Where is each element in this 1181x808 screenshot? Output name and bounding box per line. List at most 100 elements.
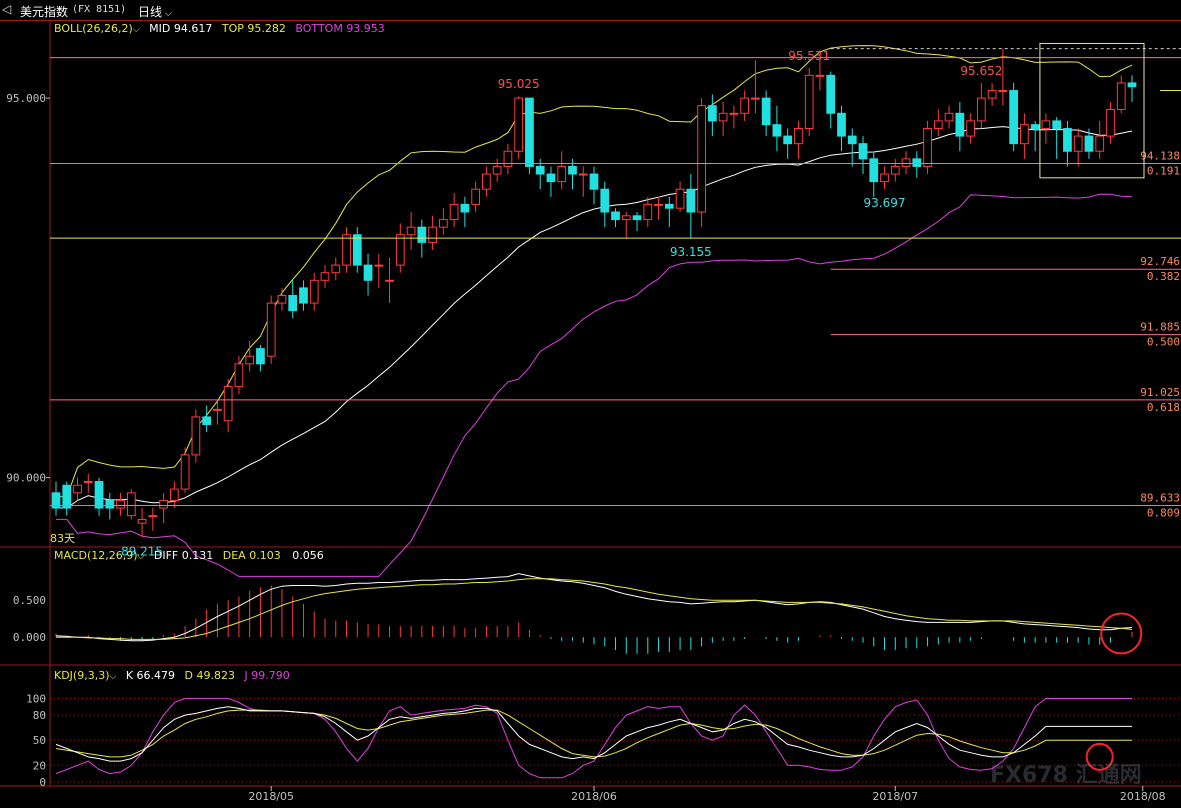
candle-body[interactable] [460, 203, 470, 213]
candle-body[interactable] [632, 215, 642, 221]
candle-body[interactable] [514, 97, 524, 152]
candle-body[interactable] [202, 416, 212, 426]
candle-body[interactable] [94, 480, 104, 509]
candle-body[interactable] [395, 234, 405, 266]
candle-body[interactable] [126, 492, 136, 517]
candle-body[interactable] [740, 97, 750, 114]
candle-body[interactable] [299, 287, 308, 304]
candle-body[interactable] [385, 279, 394, 282]
candle-body[interactable] [1073, 135, 1083, 152]
candle-body[interactable] [1095, 135, 1105, 152]
boll-label[interactable]: BOLL(26,26,2) [54, 22, 133, 35]
candle-body[interactable] [471, 188, 481, 205]
candle-body[interactable] [374, 264, 384, 267]
candle-body[interactable] [449, 203, 459, 221]
candle-body[interactable] [320, 272, 330, 281]
period-selector[interactable]: 日线 ⌵ [138, 3, 172, 20]
candle-body[interactable] [116, 499, 125, 509]
candle-body[interactable] [697, 105, 706, 213]
candle-body[interactable] [675, 188, 685, 209]
candle-body[interactable] [686, 188, 696, 213]
candle-body[interactable] [718, 112, 728, 122]
candle-body[interactable] [772, 124, 782, 137]
candle-body[interactable] [858, 143, 868, 160]
candle-body[interactable] [331, 264, 341, 274]
candle-body[interactable] [589, 173, 599, 190]
candle-body[interactable] [525, 97, 534, 167]
candle-body[interactable] [815, 74, 825, 77]
candle-body[interactable] [546, 173, 556, 183]
candle-body[interactable] [1116, 82, 1126, 111]
candle-body[interactable] [62, 484, 72, 509]
candle-body[interactable] [256, 348, 265, 365]
candle-body[interactable] [309, 279, 319, 304]
candle-body[interactable] [568, 165, 577, 175]
candle-body[interactable] [933, 120, 943, 129]
candle-body[interactable] [955, 112, 965, 137]
back-arrow-icon[interactable]: ◁ [2, 2, 12, 16]
candle-body[interactable] [352, 234, 362, 266]
candle-body[interactable] [837, 112, 846, 137]
candle-body[interactable] [901, 158, 911, 167]
candle-body[interactable] [503, 150, 513, 167]
candle-body[interactable] [664, 203, 674, 209]
candle-body[interactable] [428, 226, 437, 243]
candle-body[interactable] [998, 90, 1008, 93]
candle-body[interactable] [1127, 82, 1137, 88]
candle-body[interactable] [944, 112, 954, 122]
candle-body[interactable] [1041, 120, 1051, 129]
candle-body[interactable] [783, 135, 793, 145]
candle-body[interactable] [417, 226, 427, 243]
candle-body[interactable] [180, 454, 190, 490]
candle-body[interactable] [535, 165, 545, 175]
candle-body[interactable] [191, 416, 201, 456]
candle-body[interactable] [1009, 90, 1019, 145]
candle-body[interactable] [761, 97, 771, 126]
candle-body[interactable] [729, 112, 739, 115]
candle-body[interactable] [223, 386, 233, 422]
candle-body[interactable] [987, 90, 997, 99]
candle-body[interactable] [51, 492, 61, 509]
candle-body[interactable] [137, 518, 147, 524]
candle-body[interactable] [1020, 124, 1029, 145]
candle-body[interactable] [751, 97, 760, 100]
candle-body[interactable] [1030, 124, 1040, 129]
candle-body[interactable] [159, 499, 168, 509]
candle-body[interactable] [869, 158, 879, 183]
kdj-label[interactable]: KDJ(9,3,3) [54, 669, 110, 682]
candle-body[interactable] [438, 219, 448, 228]
candle-body[interactable] [363, 264, 373, 281]
candle-body[interactable] [976, 97, 986, 122]
candle-body[interactable] [406, 226, 416, 236]
candle-body[interactable] [1106, 109, 1115, 137]
candle-body[interactable] [643, 203, 653, 221]
candle-body[interactable] [245, 355, 255, 365]
candle-body[interactable] [105, 499, 115, 509]
candle-body[interactable] [804, 74, 814, 129]
candle-body[interactable] [794, 127, 803, 145]
candle-body[interactable] [880, 173, 889, 183]
candle-body[interactable] [912, 158, 922, 167]
candle-body[interactable] [148, 515, 158, 518]
candle-body[interactable] [277, 294, 287, 304]
candle-body[interactable] [342, 234, 351, 266]
candle-body[interactable] [621, 215, 631, 221]
candle-body[interactable] [707, 105, 717, 122]
candle-body[interactable] [966, 120, 975, 137]
candle-body[interactable] [1052, 120, 1062, 129]
candle-body[interactable] [1063, 127, 1072, 152]
candle-body[interactable] [169, 488, 179, 501]
macd-label[interactable]: MACD(12,26,9) [54, 549, 138, 562]
candle-body[interactable] [266, 302, 276, 357]
candle-body[interactable] [600, 188, 610, 213]
candle-body[interactable] [826, 74, 836, 114]
candle-body[interactable] [923, 127, 932, 167]
candle-body[interactable] [557, 165, 567, 183]
candle-body[interactable] [288, 294, 298, 312]
candle-body[interactable] [83, 480, 93, 483]
candle-body[interactable] [492, 165, 502, 175]
candle-body[interactable] [213, 408, 222, 411]
candle-body[interactable] [654, 203, 663, 206]
candle-body[interactable] [847, 135, 857, 145]
